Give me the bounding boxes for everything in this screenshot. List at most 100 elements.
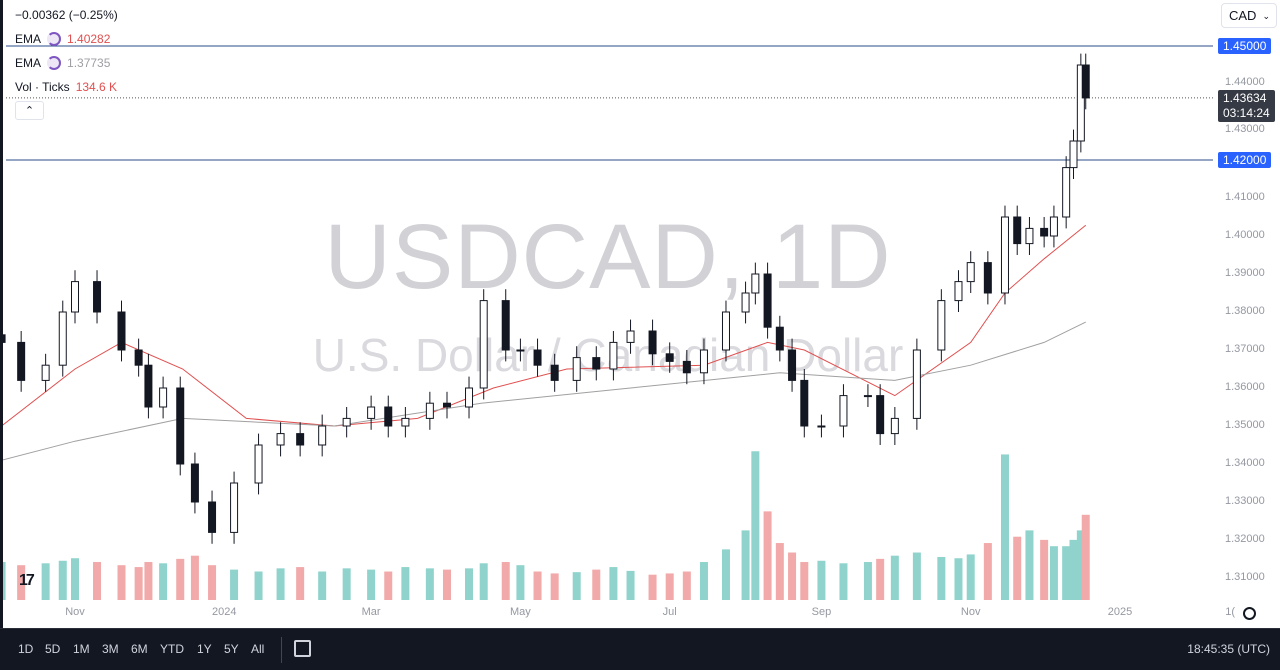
current-price-label: 1.43634 03:14:24 (1218, 90, 1275, 122)
candle (912, 349, 921, 419)
price-plot[interactable] (3, 0, 1280, 628)
candle (817, 425, 826, 428)
volume-bar (3, 562, 6, 600)
legend-ema-fast[interactable]: EMA 1.40282 (15, 32, 110, 46)
volume-bar (208, 565, 217, 600)
chart-pane[interactable]: USDCAD, 1D U.S. Dollar / Canadian Dollar… (0, 0, 1280, 628)
chevron-down-icon: ⌄ (1262, 11, 1270, 21)
volume-bar (721, 549, 730, 600)
tradingview-logo[interactable]: 17 (19, 572, 35, 589)
volume-bar (117, 565, 126, 600)
candle (763, 273, 772, 328)
candle (1076, 64, 1085, 142)
candle (3, 334, 6, 343)
time-tick: Nov (960, 606, 981, 618)
range-button-1d[interactable]: 1D (18, 642, 34, 656)
candle (665, 353, 674, 362)
range-button-ytd[interactable]: YTD (160, 642, 184, 656)
candle (254, 444, 263, 484)
time-tick: 2024 (212, 606, 237, 618)
utc-clock[interactable]: 18:45:35 (UTC) (1187, 642, 1270, 656)
volume-bar (58, 560, 67, 600)
volume-bar (609, 567, 618, 600)
volume-bar (665, 573, 674, 600)
legend-ema-fast-name: EMA (15, 32, 42, 46)
candle (58, 311, 67, 366)
bar-countdown: 03:14:24 (1223, 106, 1270, 120)
candle (71, 281, 79, 313)
candle (788, 349, 797, 381)
currency-select[interactable]: CAD ⌄ (1221, 3, 1277, 28)
volume-bar (254, 571, 263, 600)
sync-icon (47, 32, 62, 46)
candle (425, 402, 434, 419)
price-tick: 1.40000 (1225, 229, 1265, 241)
time-tick: Jul (662, 606, 677, 618)
range-button-all[interactable]: All (251, 642, 265, 656)
price-tick: 1.35000 (1225, 419, 1265, 431)
candle (533, 349, 542, 366)
volume-bar (41, 563, 50, 600)
candle (550, 364, 559, 381)
volume-bar (533, 571, 542, 600)
goto-date-calendar-icon[interactable] (294, 640, 311, 657)
price-line-label-1.45[interactable]: 1.45000 (1218, 38, 1272, 54)
candle (890, 417, 899, 435)
volume-bar (442, 569, 451, 600)
range-button-5y[interactable]: 5Y (224, 642, 239, 656)
candle (1049, 216, 1058, 237)
range-button-5d[interactable]: 5D (45, 642, 61, 656)
range-button-6m[interactable]: 6M (131, 642, 148, 656)
volume-bar (367, 569, 376, 600)
volume-bar (93, 562, 102, 600)
candle (954, 281, 963, 302)
legend-volume[interactable]: Vol · Ticks 134.6 K (15, 80, 117, 94)
range-button-1y[interactable]: 1Y (197, 642, 212, 656)
volume-bar (1069, 539, 1078, 600)
candle (800, 379, 809, 427)
currency-value: CAD (1229, 8, 1257, 23)
range-button-1m[interactable]: 1M (73, 642, 90, 656)
time-tick: 2025 (1107, 606, 1133, 618)
candle (41, 364, 50, 381)
watermark-description: U.S. Dollar / Canadian Dollar (312, 329, 904, 381)
candle (367, 406, 376, 419)
candle (501, 300, 510, 351)
volume-bar (1025, 530, 1034, 600)
volume-bar (144, 562, 153, 600)
volume-bar (876, 558, 885, 600)
volume-bar (550, 573, 559, 600)
candle (1013, 216, 1022, 245)
candle (648, 330, 657, 355)
volume-bar (71, 558, 79, 600)
candle (401, 417, 410, 427)
price-tick: 1.37000 (1225, 343, 1265, 355)
price-tick: 1.34000 (1225, 457, 1265, 469)
price-tick: 1.39000 (1225, 267, 1265, 279)
price-tick: 1.38000 (1225, 305, 1265, 317)
volume-bar (465, 568, 474, 600)
volume-bar (17, 565, 26, 600)
candle (144, 364, 153, 408)
volume-bar (1049, 546, 1058, 600)
candle (592, 357, 601, 370)
candle (937, 300, 946, 351)
legend-ema-slow[interactable]: EMA 1.37735 (15, 56, 110, 70)
range-button-3m[interactable]: 3M (102, 642, 119, 656)
price-tick: 1.43000 (1225, 123, 1265, 135)
time-tick: Sep (811, 606, 832, 618)
price-tick: 1.31000 (1225, 571, 1265, 583)
volume-bar (1040, 539, 1049, 600)
price-line-label-1.42[interactable]: 1.42000 (1218, 152, 1272, 168)
volume-bar (1000, 454, 1009, 600)
price-tick: 1.32000 (1225, 533, 1265, 545)
legend-volume-value: 134.6 K (75, 80, 118, 94)
candle (479, 300, 488, 389)
watermark-symbol: USDCAD, 1D (324, 206, 892, 308)
collapse-legend-button[interactable]: ⌃ (15, 101, 44, 120)
volume-bar (648, 574, 657, 600)
legend-ema-slow-name: EMA (15, 56, 42, 70)
volume-bar (966, 554, 975, 600)
settings-gear-icon[interactable] (1243, 607, 1256, 620)
current-price: 1.43634 (1223, 91, 1267, 105)
